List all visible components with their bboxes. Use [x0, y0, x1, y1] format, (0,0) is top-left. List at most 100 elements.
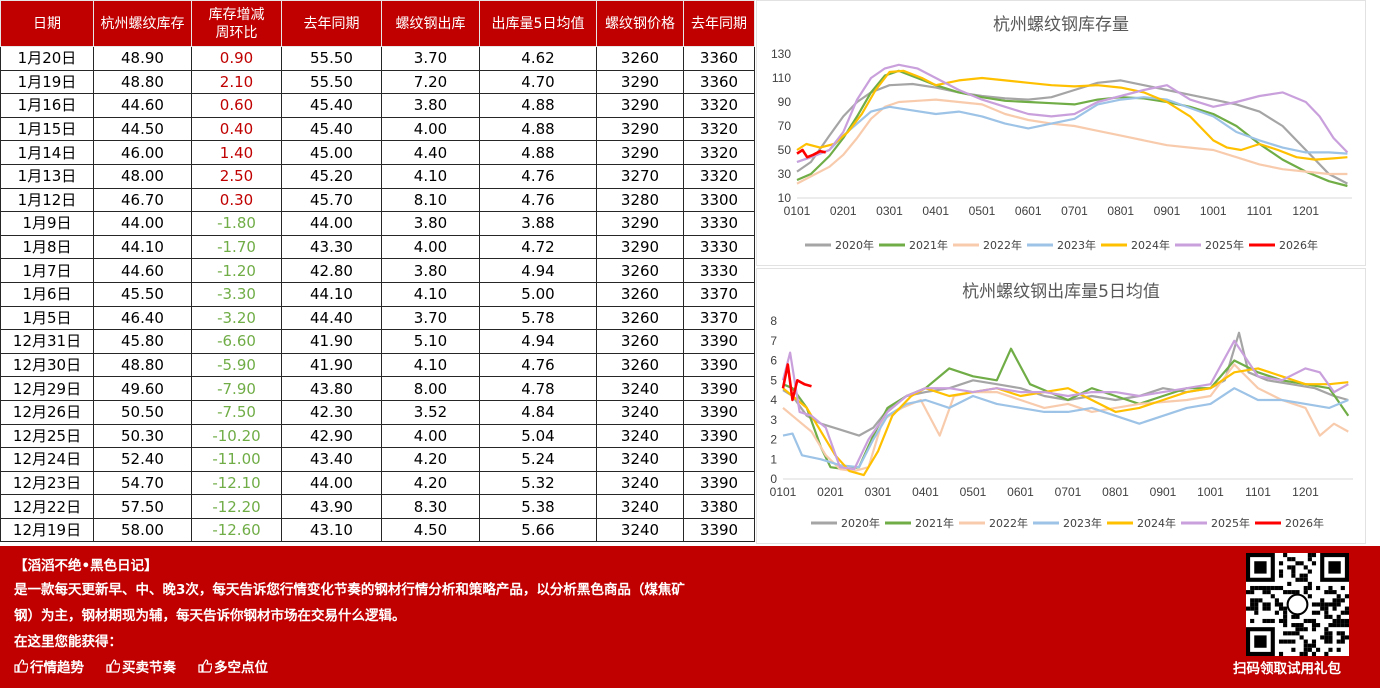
- qr-module: [1311, 643, 1317, 648]
- qr-module: [1332, 602, 1337, 607]
- qr-module: [1320, 598, 1325, 603]
- price-cell: 3240: [596, 447, 684, 472]
- price-cell: 3240: [596, 423, 684, 449]
- change-cell: -12.10: [191, 470, 282, 496]
- date-cell: 12月25日: [0, 423, 94, 449]
- qr-module: [1287, 557, 1292, 562]
- outbound-cell: 4.20: [381, 447, 480, 472]
- inventory-cell: 58.00: [93, 517, 192, 543]
- qr-module: [1262, 590, 1267, 595]
- change-cell: 0.30: [191, 187, 282, 213]
- qr-logo: [1286, 593, 1309, 616]
- x-tick-label: 0401: [922, 204, 949, 218]
- qr-code-icon[interactable]: [1246, 553, 1349, 656]
- qr-module: [1336, 631, 1341, 636]
- change-cell: -7.50: [191, 399, 282, 425]
- price-cell: 3290: [596, 116, 684, 142]
- qr-module: [1324, 631, 1329, 636]
- qr-module: [1307, 647, 1312, 652]
- price-cell: 3240: [596, 470, 684, 496]
- inventory-cell: 48.80: [93, 69, 192, 95]
- qr-module: [1303, 639, 1308, 644]
- last-year-price-cell: 3320: [683, 93, 755, 118]
- outbound-avg-cell: 5.38: [479, 494, 597, 519]
- date-cell: 1月16日: [0, 93, 94, 118]
- inventory-chart: 杭州螺纹钢库存量 10 30 50 70 90 110 130 0101 0201 0301 04…: [771, 15, 1352, 252]
- x-tick-label: 1201: [1292, 204, 1319, 218]
- promo-description-line1: 是一款每天更新早、中、晚3次，每天告诉您行情变化节奏的钢材行情分析和策略产品，以…: [14, 582, 685, 598]
- qr-module: [1299, 573, 1304, 578]
- legend-label: 2025年: [1211, 516, 1250, 530]
- price-cell: 3290: [596, 93, 684, 118]
- legend-label: 2020年: [835, 238, 874, 252]
- last-year-price-cell: 3320: [683, 140, 755, 165]
- qr-module: [1291, 569, 1296, 574]
- qr-module: [1332, 598, 1337, 603]
- qr-module: [1344, 606, 1349, 611]
- series-line-2026: [781, 363, 812, 402]
- promo-footer: 【滔滔不绝•黑色日记】 是一款每天更新早、中、晚3次，每天告诉您行情变化节奏的钢…: [0, 546, 1380, 688]
- price-cell: 3260: [596, 352, 684, 378]
- qr-module: [1340, 598, 1345, 603]
- qr-module: [1307, 569, 1312, 574]
- qr-module: [1324, 590, 1329, 595]
- thumbs-up-icon: [198, 659, 212, 673]
- qr-module: [1336, 639, 1341, 644]
- chart-legend: 2020年 2021年 2022年 2023年 2024年 2025年 2026年: [811, 516, 1324, 530]
- qr-module: [1328, 623, 1333, 628]
- data-table-panel: 日期 杭州螺纹库存 库存增减 周环比 去年同期 螺纹钢出库 出库量5日均值 螺纹…: [0, 0, 755, 546]
- inventory-cell: 44.60: [93, 93, 192, 118]
- outbound-cell: 4.10: [381, 281, 480, 307]
- price-cell: 3290: [596, 140, 684, 165]
- price-cell: 3240: [596, 399, 684, 425]
- inventory-cell: 48.00: [93, 163, 192, 189]
- benefit-label: 行情趋势: [30, 660, 84, 676]
- legend-label: 2026年: [1279, 238, 1318, 252]
- y-tick-label: 6: [770, 354, 777, 368]
- qr-module: [1246, 606, 1251, 611]
- qr-module: [1254, 585, 1259, 591]
- outbound-cell: 4.40: [381, 140, 480, 165]
- benefit-item: 多空点位: [198, 656, 268, 676]
- qr-module: [1311, 618, 1317, 624]
- last-year-price-cell: 3390: [683, 376, 755, 401]
- price-cell: 3290: [596, 69, 684, 95]
- last-year-price-cell: 3360: [683, 46, 755, 71]
- qr-module: [1340, 631, 1345, 636]
- qr-module: [1291, 573, 1296, 578]
- qr-module: [1262, 602, 1267, 607]
- qr-module: [1250, 585, 1255, 591]
- qr-finder: [1254, 561, 1267, 574]
- header-date: 日期: [0, 0, 94, 47]
- qr-module: [1274, 610, 1279, 615]
- table-row: 1月12日 46.70 0.30 45.70 8.10 4.76 3280 3300: [0, 187, 755, 213]
- outbound-avg-cell: 3.88: [479, 211, 597, 236]
- last-year-inventory-cell: 42.30: [281, 399, 382, 425]
- last-year-price-cell: 3390: [683, 399, 755, 425]
- inventory-cell: 54.70: [93, 470, 192, 496]
- series-line-2023: [782, 387, 1349, 469]
- qr-module: [1324, 627, 1329, 632]
- outbound-cell: 5.10: [381, 329, 480, 354]
- last-year-inventory-cell: 43.80: [281, 376, 382, 401]
- qr-module: [1340, 610, 1345, 615]
- x-tick-label: 0501: [969, 204, 996, 218]
- benefit-label: 多空点位: [214, 660, 268, 676]
- last-year-price-cell: 3390: [683, 470, 755, 496]
- qr-module: [1262, 606, 1267, 611]
- outbound-cell: 4.00: [381, 423, 480, 449]
- qr-module: [1324, 635, 1329, 640]
- x-axis: 0101 0201 0301 0401 0501 0601 0701 0801 0901 1001…: [784, 197, 1352, 218]
- qr-module: [1278, 639, 1284, 644]
- qr-module: [1278, 573, 1284, 578]
- qr-module: [1295, 627, 1300, 632]
- series-line-2025: [796, 63, 1349, 164]
- qr-module: [1283, 590, 1288, 595]
- outbound-avg-cell: 4.70: [479, 69, 597, 95]
- qr-module: [1291, 565, 1296, 570]
- qr-module: [1250, 602, 1255, 607]
- x-tick-label: 1201: [1292, 485, 1319, 499]
- last-year-inventory-cell: 45.40: [281, 116, 382, 142]
- qr-module: [1283, 618, 1288, 624]
- change-cell: -1.20: [191, 258, 282, 283]
